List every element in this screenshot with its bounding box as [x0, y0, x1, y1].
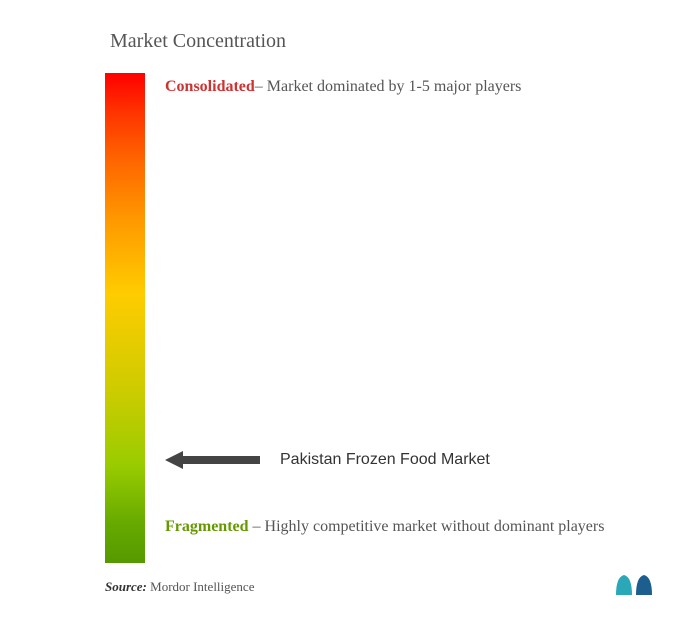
consolidated-description: – Market dominated by 1-5 major players — [255, 78, 522, 95]
source-text: Mordor Intelligence — [147, 579, 255, 594]
market-marker-row: Pakistan Frozen Food Market — [165, 451, 490, 469]
concentration-diagram: Consolidated– Market dominated by 1-5 ma… — [40, 73, 654, 573]
fragmented-tag: Fragmented — [165, 518, 249, 535]
gradient-scale-bar — [105, 73, 145, 563]
fragmented-label-row: Fragmented – Highly competitive market w… — [165, 514, 624, 540]
page-title: Market Concentration — [110, 30, 654, 53]
arrow-left-icon — [165, 451, 260, 469]
consolidated-label-row: Consolidated– Market dominated by 1-5 ma… — [165, 78, 624, 96]
brand-logo — [614, 571, 654, 602]
source-attribution: Source: Mordor Intelligence — [105, 579, 254, 595]
consolidated-tag: Consolidated — [165, 78, 255, 95]
logo-icon — [614, 571, 654, 597]
market-name-label: Pakistan Frozen Food Market — [280, 451, 490, 469]
source-label: Source: — [105, 579, 147, 594]
labels-area: Consolidated– Market dominated by 1-5 ma… — [145, 73, 654, 573]
fragmented-description: – Highly competitive market without domi… — [249, 518, 605, 535]
